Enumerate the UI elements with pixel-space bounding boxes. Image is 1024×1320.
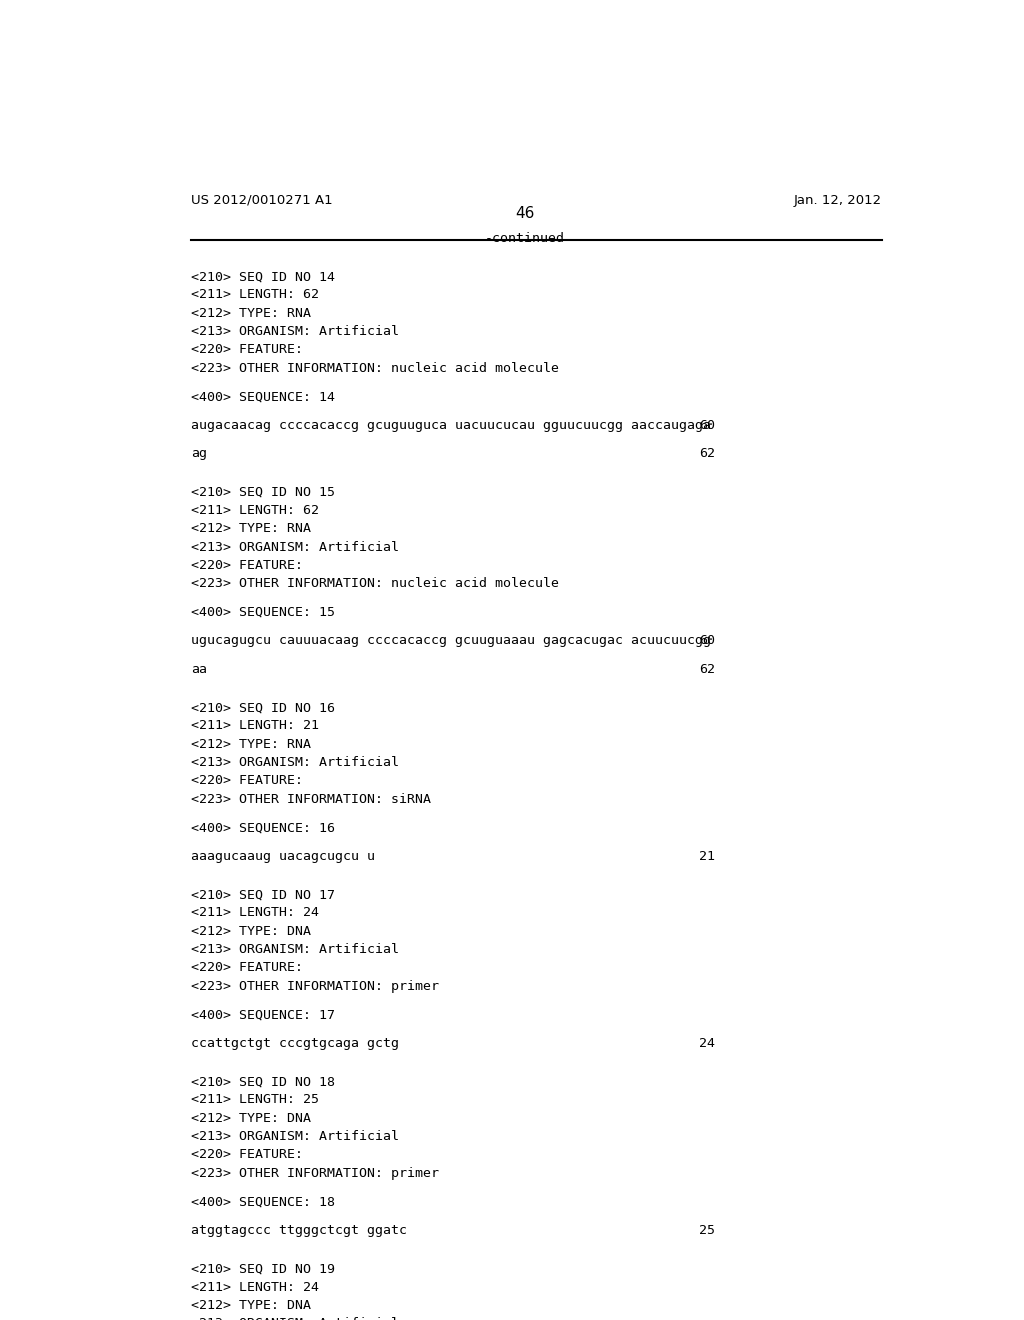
Text: -continued: -continued — [484, 231, 565, 244]
Text: <400> SEQUENCE: 15: <400> SEQUENCE: 15 — [191, 606, 336, 619]
Text: 62: 62 — [699, 447, 716, 461]
Text: 60: 60 — [699, 634, 716, 647]
Text: <213> ORGANISM: Artificial: <213> ORGANISM: Artificial — [191, 756, 399, 770]
Text: <212> TYPE: RNA: <212> TYPE: RNA — [191, 306, 311, 319]
Text: <220> FEATURE:: <220> FEATURE: — [191, 961, 303, 974]
Text: <400> SEQUENCE: 16: <400> SEQUENCE: 16 — [191, 821, 336, 834]
Text: <210> SEQ ID NO 17: <210> SEQ ID NO 17 — [191, 888, 336, 902]
Text: <213> ORGANISM: Artificial: <213> ORGANISM: Artificial — [191, 541, 399, 553]
Text: <210> SEQ ID NO 14: <210> SEQ ID NO 14 — [191, 271, 336, 284]
Text: atggtagccc ttgggctcgt ggatc: atggtagccc ttgggctcgt ggatc — [191, 1224, 408, 1237]
Text: <211> LENGTH: 21: <211> LENGTH: 21 — [191, 719, 319, 733]
Text: 62: 62 — [699, 663, 716, 676]
Text: <400> SEQUENCE: 14: <400> SEQUENCE: 14 — [191, 391, 336, 403]
Text: ugucagugcu cauuuacaag ccccacaccg gcuuguaaau gagcacugac acuucuucgg: ugucagugcu cauuuacaag ccccacaccg gcuugua… — [191, 634, 712, 647]
Text: <212> TYPE: RNA: <212> TYPE: RNA — [191, 523, 311, 536]
Text: <210> SEQ ID NO 18: <210> SEQ ID NO 18 — [191, 1076, 336, 1088]
Text: <220> FEATURE:: <220> FEATURE: — [191, 775, 303, 787]
Text: ag: ag — [191, 447, 208, 461]
Text: <211> LENGTH: 62: <211> LENGTH: 62 — [191, 504, 319, 517]
Text: aaagucaaug uacagcugcu u: aaagucaaug uacagcugcu u — [191, 850, 376, 862]
Text: <223> OTHER INFORMATION: nucleic acid molecule: <223> OTHER INFORMATION: nucleic acid mo… — [191, 362, 559, 375]
Text: <223> OTHER INFORMATION: primer: <223> OTHER INFORMATION: primer — [191, 979, 439, 993]
Text: <212> TYPE: DNA: <212> TYPE: DNA — [191, 1299, 311, 1312]
Text: <210> SEQ ID NO 15: <210> SEQ ID NO 15 — [191, 486, 336, 499]
Text: <220> FEATURE:: <220> FEATURE: — [191, 343, 303, 356]
Text: 21: 21 — [699, 850, 716, 862]
Text: <211> LENGTH: 62: <211> LENGTH: 62 — [191, 289, 319, 301]
Text: <210> SEQ ID NO 19: <210> SEQ ID NO 19 — [191, 1262, 336, 1275]
Text: <213> ORGANISM: Artificial: <213> ORGANISM: Artificial — [191, 325, 399, 338]
Text: <213> ORGANISM: Artificial: <213> ORGANISM: Artificial — [191, 1317, 399, 1320]
Text: US 2012/0010271 A1: US 2012/0010271 A1 — [191, 194, 333, 207]
Text: <212> TYPE: DNA: <212> TYPE: DNA — [191, 1111, 311, 1125]
Text: ccattgctgt cccgtgcaga gctg: ccattgctgt cccgtgcaga gctg — [191, 1036, 399, 1049]
Text: <220> FEATURE:: <220> FEATURE: — [191, 1148, 303, 1162]
Text: 25: 25 — [699, 1224, 716, 1237]
Text: <211> LENGTH: 24: <211> LENGTH: 24 — [191, 1280, 319, 1294]
Text: <400> SEQUENCE: 18: <400> SEQUENCE: 18 — [191, 1195, 336, 1208]
Text: <223> OTHER INFORMATION: siRNA: <223> OTHER INFORMATION: siRNA — [191, 792, 431, 805]
Text: 46: 46 — [515, 206, 535, 222]
Text: <223> OTHER INFORMATION: nucleic acid molecule: <223> OTHER INFORMATION: nucleic acid mo… — [191, 577, 559, 590]
Text: <212> TYPE: DNA: <212> TYPE: DNA — [191, 925, 311, 937]
Text: aa: aa — [191, 663, 208, 676]
Text: <213> ORGANISM: Artificial: <213> ORGANISM: Artificial — [191, 1130, 399, 1143]
Text: <213> ORGANISM: Artificial: <213> ORGANISM: Artificial — [191, 942, 399, 956]
Text: <211> LENGTH: 24: <211> LENGTH: 24 — [191, 907, 319, 920]
Text: <220> FEATURE:: <220> FEATURE: — [191, 558, 303, 572]
Text: <212> TYPE: RNA: <212> TYPE: RNA — [191, 738, 311, 751]
Text: <211> LENGTH: 25: <211> LENGTH: 25 — [191, 1093, 319, 1106]
Text: Jan. 12, 2012: Jan. 12, 2012 — [794, 194, 882, 207]
Text: 60: 60 — [699, 418, 716, 432]
Text: 24: 24 — [699, 1036, 716, 1049]
Text: <223> OTHER INFORMATION: primer: <223> OTHER INFORMATION: primer — [191, 1167, 439, 1180]
Text: augacaacag ccccacaccg gcuguuguca uacuucucau gguucuucgg aaccaugaga: augacaacag ccccacaccg gcuguuguca uacuucu… — [191, 418, 712, 432]
Text: <400> SEQUENCE: 17: <400> SEQUENCE: 17 — [191, 1008, 336, 1022]
Text: <210> SEQ ID NO 16: <210> SEQ ID NO 16 — [191, 701, 336, 714]
